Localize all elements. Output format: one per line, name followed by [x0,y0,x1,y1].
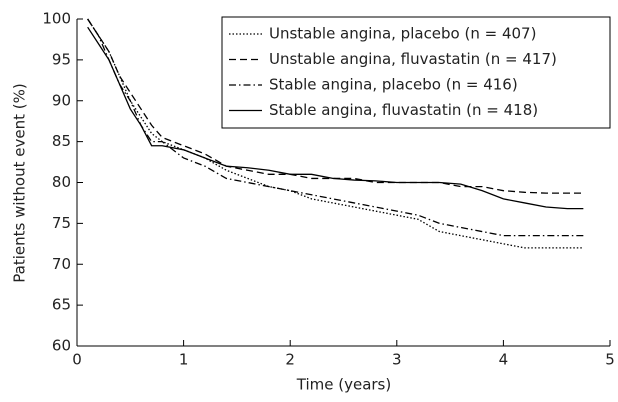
x-axis-label: Time (years) [296,376,391,394]
legend-box [221,16,611,129]
y-tick-label: 75 [52,214,71,232]
x-tick-label: 3 [392,351,402,369]
series-line [87,18,584,237]
x-tick-label: 5 [605,351,615,369]
x-tick-label: 4 [499,351,509,369]
y-tick-label: 85 [52,132,71,150]
y-tick-label: 95 [52,50,71,68]
legend-label: Unstable angina, placebo (n = 407) [269,25,536,43]
x-tick-label: 1 [179,351,189,369]
y-tick-label: 60 [52,337,71,355]
x-tick-label: 2 [285,351,295,369]
legend-label: Unstable angina, fluvastatin (n = 417) [269,50,557,68]
x-tick-label: 0 [72,351,82,369]
legend-label: Stable angina, placebo (n = 416) [269,76,518,94]
y-tick-label: 65 [52,296,71,314]
series-line [87,26,584,210]
y-tick-label: 90 [52,91,71,109]
y-tick-label: 100 [42,10,71,28]
y-axis-label: Patients without event (%) [11,83,29,282]
y-tick-label: 80 [52,173,71,191]
series-line [87,18,584,194]
y-tick-label: 70 [52,255,71,273]
series-line [87,18,584,249]
legend-label: Stable angina, fluvastatin (n = 418) [269,101,538,119]
